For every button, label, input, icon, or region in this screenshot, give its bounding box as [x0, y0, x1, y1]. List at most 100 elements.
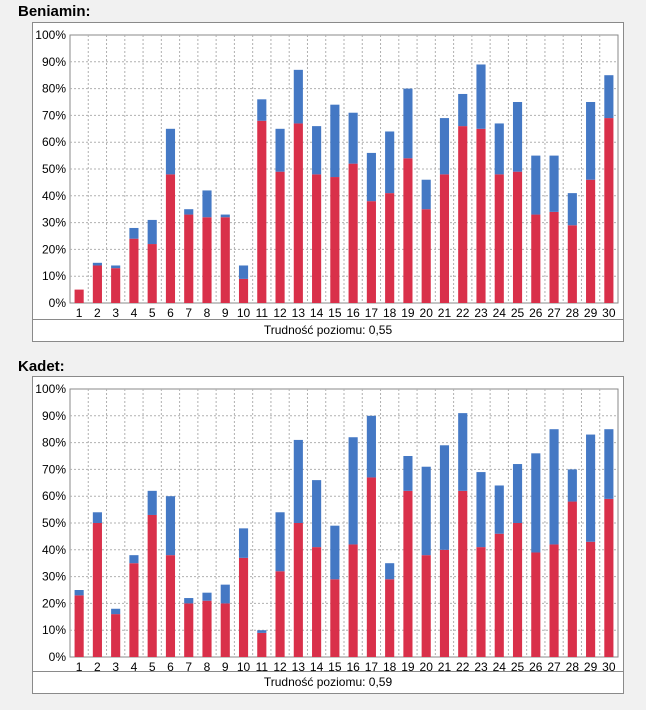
y-tick-label: 40%	[42, 189, 66, 203]
bar-segment-blue	[147, 490, 157, 515]
bar-segment-blue	[366, 415, 376, 478]
x-tick-label: 9	[222, 306, 229, 320]
x-tick-label: 24	[493, 660, 507, 674]
bar-segment-blue	[129, 227, 139, 239]
bar-segment-blue	[257, 630, 267, 633]
bar-segment-blue	[421, 466, 431, 556]
bar-segment-blue	[92, 262, 102, 266]
bar-segment-blue	[165, 128, 176, 175]
x-tick-label: 17	[365, 660, 379, 674]
bar-segment-red	[586, 179, 596, 303]
bar-segment-blue	[348, 437, 358, 545]
x-tick-label: 28	[566, 306, 580, 320]
x-tick-label: 27	[547, 306, 561, 320]
x-tick-label: 5	[149, 306, 156, 320]
x-tick-label: 9	[222, 660, 229, 674]
bar-segment-blue	[92, 512, 102, 523]
x-tick-label: 8	[204, 660, 211, 674]
y-tick-label: 20%	[42, 242, 66, 256]
y-tick-label: 100%	[35, 28, 66, 42]
x-tick-label: 1	[76, 660, 83, 674]
y-tick-label: 90%	[42, 55, 66, 69]
x-tick-label: 16	[346, 306, 360, 320]
bar-segment-blue	[567, 469, 577, 502]
bar-segment-blue	[293, 69, 303, 124]
x-tick-label: 10	[237, 306, 251, 320]
chart-kadet: 0%10%20%30%40%50%60%70%80%90%100%1 2 3 4 5 6 7…	[35, 382, 619, 674]
bar-segment-blue	[312, 126, 322, 175]
bar-segment-blue	[421, 179, 431, 210]
x-tick-label: 12	[273, 306, 287, 320]
y-tick-label: 0%	[49, 296, 67, 310]
bar-segment-red	[567, 225, 577, 303]
bar-segment-blue	[385, 563, 395, 580]
x-tick-label: 24	[493, 306, 507, 320]
bar-segment-blue	[604, 429, 614, 499]
x-tick-label: 15	[328, 660, 342, 674]
x-tick-label: 6	[167, 306, 174, 320]
x-tick-label: 7	[185, 306, 192, 320]
x-tick-label: 22	[456, 660, 470, 674]
bar-segment-red	[147, 244, 157, 303]
x-tick-label: 1	[76, 306, 83, 320]
bar-segment-blue	[312, 480, 322, 548]
x-tick-label: 30	[602, 306, 616, 320]
bar-segment-blue	[220, 584, 230, 604]
x-tick-label: 19	[401, 660, 415, 674]
bar-segment-red	[275, 171, 285, 303]
bar-segment-red	[165, 555, 176, 657]
bar-segment-blue	[275, 128, 285, 172]
bar-segment-red	[74, 289, 84, 303]
bar-segment-red	[312, 174, 322, 303]
x-tick-label: 16	[346, 660, 360, 674]
x-tick-label: 30	[602, 660, 616, 674]
x-tick-label: 6	[167, 660, 174, 674]
bar-segment-blue	[586, 102, 596, 180]
bar-segment-red	[202, 217, 212, 303]
x-tick-label: 8	[204, 306, 211, 320]
x-tick-label: 4	[131, 660, 138, 674]
x-tick-label: 11	[256, 660, 269, 674]
x-tick-label: 13	[292, 660, 306, 674]
chart-title-beniamin: Beniamin:	[18, 3, 91, 20]
y-tick-label: 100%	[35, 382, 66, 396]
x-tick-label: 14	[310, 306, 324, 320]
bar-segment-red	[421, 209, 431, 303]
bar-segment-blue	[385, 131, 395, 194]
bar-segment-red	[476, 547, 486, 657]
chart-title-kadet: Kadet:	[18, 358, 65, 375]
bar-segment-blue	[494, 123, 504, 175]
bar-segment-blue	[567, 193, 577, 226]
x-tick-label: 28	[566, 660, 580, 674]
bar-segment-red	[476, 128, 486, 303]
bar-segment-red	[439, 174, 450, 303]
x-tick-label: 5	[149, 660, 156, 674]
x-tick-label: 3	[112, 660, 119, 674]
bar-segment-blue	[549, 429, 559, 545]
bar-segment-red	[512, 171, 523, 303]
bar-segment-blue	[74, 590, 84, 596]
y-tick-label: 30%	[42, 570, 66, 584]
bar-segment-red	[348, 544, 358, 657]
x-tick-label: 2	[94, 660, 101, 674]
bar-segment-blue	[439, 118, 450, 175]
bar-segment-red	[494, 174, 504, 303]
bar-segment-blue	[403, 456, 413, 491]
bar-segment-blue	[147, 219, 157, 245]
x-tick-label: 14	[310, 660, 324, 674]
bar-segment-blue	[604, 75, 614, 119]
bar-segment-red	[147, 514, 157, 657]
y-tick-label: 60%	[42, 135, 66, 149]
caption-divider	[33, 319, 623, 320]
bar-segment-blue	[202, 190, 212, 218]
y-tick-label: 80%	[42, 436, 66, 450]
chart-frame-beniamin: 0% 10% 20% 30% 40% 50% 60% 70% 80% 90% 100% 1 2 3 4 5 6 7…	[32, 22, 624, 342]
x-tick-label: 23	[474, 306, 488, 320]
bar-segment-blue	[494, 485, 504, 534]
x-tick-label: 4	[131, 306, 138, 320]
bar-segment-red	[293, 123, 303, 303]
bar-segment-blue	[476, 64, 486, 129]
bar-segment-red	[366, 477, 376, 657]
bar-segment-red	[111, 268, 121, 303]
y-tick-label: 0%	[49, 650, 67, 664]
